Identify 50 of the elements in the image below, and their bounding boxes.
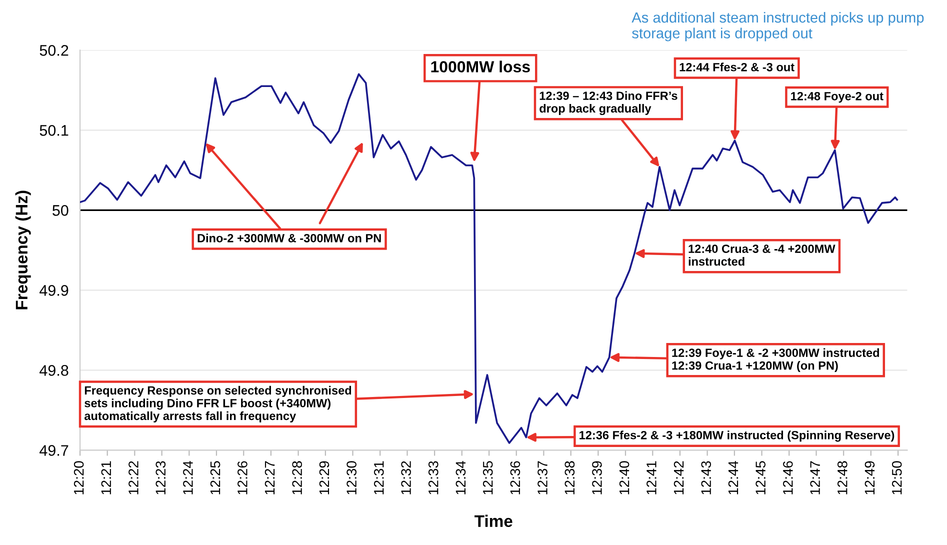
x-tick-label: 12:45 xyxy=(756,461,766,494)
annotation: Dino-2 +300MW & -300MW on PN xyxy=(198,234,381,242)
annotation: 12:39 – 12:43 Dino FFR’s drop back gradually xyxy=(540,91,678,116)
y-tick-label: 50.2 xyxy=(40,45,68,56)
x-tick-label: 12:34 xyxy=(456,460,466,494)
x-tick-label: 12:24 xyxy=(183,460,193,494)
x-tick-label: 12:36 xyxy=(510,461,520,494)
annotation: 12:39 Foye-1 & -2 +300MW instructed 12:39 Crua-1 +120MW (on PN) xyxy=(672,348,879,372)
x-tick-label: 12:23 xyxy=(156,461,166,494)
x-tick-label: 12:32 xyxy=(401,461,411,494)
x-tick-label: 12:44 xyxy=(728,460,738,494)
x-tick-label: 12:42 xyxy=(674,461,684,494)
y-axis-title: Frequency (Hz) xyxy=(15,190,31,310)
y-tick-label: 50 xyxy=(52,205,68,216)
x-tick-label: 12:26 xyxy=(238,461,248,494)
x-tick-label: 12:50 xyxy=(892,461,902,494)
x-tick-label: 12:29 xyxy=(319,461,330,494)
x-tick-label: 12:38 xyxy=(564,461,575,494)
x-tick-label: 12:25 xyxy=(210,461,220,494)
x-tick-label: 12:28 xyxy=(292,461,302,494)
y-tick-label: 50.1 xyxy=(40,125,68,136)
y-tick-label: 49.8 xyxy=(40,365,68,376)
x-axis-title: Time xyxy=(474,514,512,528)
x-tick-label: 12:43 xyxy=(701,461,712,494)
x-tick-label: 12:21 xyxy=(101,461,111,494)
x-tick-label: 12:30 xyxy=(346,461,356,494)
y-tick-label: 49.9 xyxy=(40,285,68,296)
annotation: Frequency Response on selected synchronised sets including Dino FFR LF boost (+340MW) automatically arrests fall in frequency xyxy=(84,386,352,422)
annotation: 12:44 Ffes-2 & -3 out xyxy=(680,62,794,72)
x-tick-label: 12:40 xyxy=(619,461,630,494)
text: As additional steam instructed picks up pump storage plant is dropped out xyxy=(632,12,924,42)
x-tick-label: 12:39 xyxy=(592,461,602,494)
x-tick-label: 12:31 xyxy=(374,461,384,494)
x-tick-label: 12:22 xyxy=(128,461,138,494)
x-tick-label: 12:20 xyxy=(74,461,84,494)
line-series xyxy=(80,73,898,444)
x-tick-label: 12:46 xyxy=(782,461,793,494)
x-tick-label: 12:47 xyxy=(810,461,820,494)
x-tick-label: 12:35 xyxy=(482,461,493,494)
x-tick-label: 12:49 xyxy=(864,461,875,494)
x-tick-label: 12:37 xyxy=(538,461,548,494)
y-tick-label: 49.7 xyxy=(40,445,68,456)
annotation: 12:36 Ffes-2 & -3 +180MW instructed (Spinning Reserve) xyxy=(580,430,894,442)
x-tick-label: 12:48 xyxy=(837,461,848,494)
annotation: 12:40 Crua-3 & -4 +200MW instructed xyxy=(688,244,836,266)
annotation: 12:48 Foye-2 out xyxy=(791,92,884,103)
x-tick-label: 12:33 xyxy=(428,461,438,494)
x-tick-label: 12:41 xyxy=(646,461,656,494)
x-tick-label: 12:27 xyxy=(264,461,275,494)
annotation: 1000MW loss xyxy=(431,60,530,72)
